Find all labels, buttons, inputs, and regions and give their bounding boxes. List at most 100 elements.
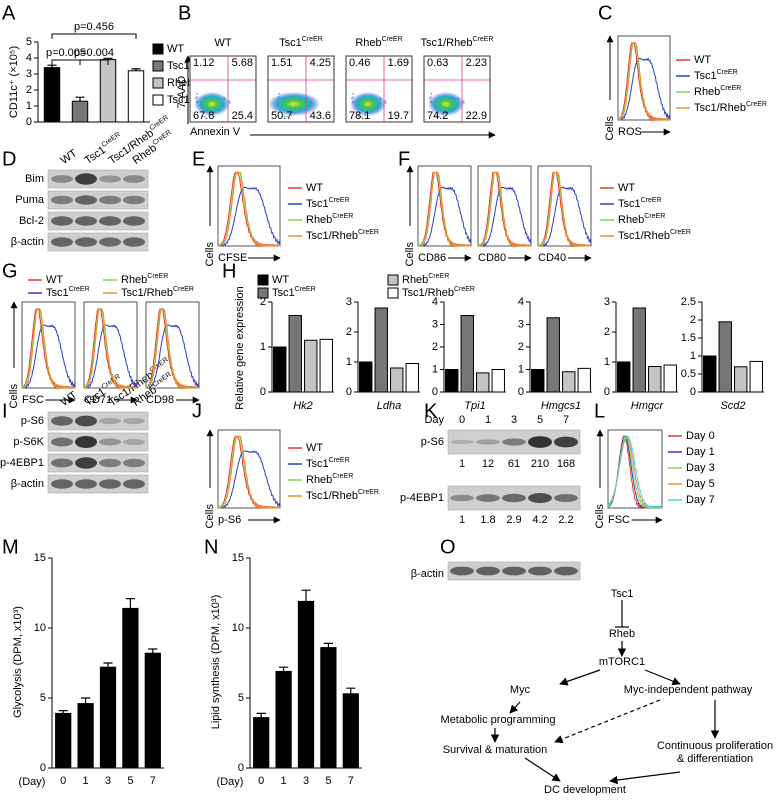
genotype-name: Tsc1/Rheb <box>121 287 173 299</box>
genotype-name: Rheb <box>618 214 644 226</box>
genotype-label: WT <box>306 182 323 194</box>
genotype-superscript: CreER <box>670 229 691 236</box>
genotype-label: RhebCreER <box>402 273 449 286</box>
blot-strip <box>47 474 149 494</box>
genotype-label: Tsc1/RhebCreER <box>306 229 379 242</box>
blot-row-label: p-S6 <box>421 436 444 448</box>
histogram-curve <box>21 308 76 390</box>
blot-band <box>502 566 526 576</box>
genotype-name: Tsc1 <box>46 287 69 299</box>
facs-dot <box>359 115 362 118</box>
y-tick-label: 1 <box>432 363 438 375</box>
bar <box>405 363 419 393</box>
error-bar <box>125 598 135 609</box>
bar <box>648 366 662 393</box>
blot-band <box>476 494 500 502</box>
y-tick-label: 2 <box>346 326 352 338</box>
pathway-node: Myc-independent pathway <box>624 684 753 696</box>
error-bar <box>131 68 141 71</box>
genotype-name: Tsc1 <box>272 287 295 299</box>
blot-row-label: p-S6 <box>21 415 44 427</box>
genotype-label: WT <box>167 43 184 55</box>
panel-label: L <box>594 400 605 422</box>
blot-band <box>123 438 145 446</box>
histogram-frame <box>21 301 76 389</box>
quadrant-percentage: 5.68 <box>232 57 253 69</box>
genotype-label: Tsc1CreER <box>46 286 90 299</box>
genotype-label: Tsc1CreER <box>306 197 350 210</box>
histogram-frame <box>537 165 592 247</box>
histogram-curve <box>217 186 281 248</box>
bar <box>617 361 631 393</box>
y-tick-label: 3 <box>346 296 352 308</box>
genotype-superscript: CreER <box>472 36 493 43</box>
quadrant-percentage: 67.8 <box>193 110 214 122</box>
legend-swatch <box>387 287 399 299</box>
genotype-superscript: CreER <box>382 36 403 43</box>
genotype-superscript: CreER <box>332 213 353 220</box>
histogram-curve <box>417 171 472 248</box>
genotype-label: WT <box>59 389 80 409</box>
bar <box>77 703 94 769</box>
y-tick-label: 10 <box>34 622 46 634</box>
genotype-label: Tsc1CreER <box>279 36 323 49</box>
blot-band <box>99 479 121 489</box>
quadrant-percentage: 74.2 <box>427 110 448 122</box>
genotype-label: RhebCreER <box>618 213 665 226</box>
y-tick-label: 2 <box>518 341 524 353</box>
blot-band <box>528 566 552 576</box>
y-axis-label: Glycolysis (DPM, x10³) <box>12 606 24 718</box>
pathway-arrows <box>490 600 720 785</box>
bar <box>99 666 117 769</box>
y-tick-label: 2 <box>26 84 32 96</box>
panel-label: F <box>398 148 410 170</box>
blot-band <box>75 237 97 247</box>
genotype-name: Rheb <box>694 86 720 98</box>
genotype-name: Tsc1/Rheb <box>421 37 473 49</box>
facs-dot <box>201 115 204 118</box>
bar <box>55 712 72 769</box>
blot-row-label: β-actin <box>11 478 44 490</box>
bar <box>122 607 139 769</box>
day-number: 7 <box>563 414 569 426</box>
x-tick-label: 0 <box>258 775 264 787</box>
bar <box>320 647 337 769</box>
quadrant-percentage: 1.69 <box>388 57 409 69</box>
facs-dot <box>196 92 199 95</box>
panel-label: K <box>424 400 438 422</box>
facs-density <box>428 92 464 116</box>
histogram-curve <box>217 171 281 248</box>
y-tick-label: 5 <box>26 36 32 48</box>
genotype-name: Tsc1 <box>167 60 190 72</box>
genotype-superscript: CreER <box>641 197 662 204</box>
blot-band <box>51 216 73 226</box>
bar <box>562 371 576 393</box>
error-bar <box>256 712 266 718</box>
legend-label: Day 0 <box>686 430 715 442</box>
x-axis-label: CFSE <box>218 252 247 264</box>
y-tick-label: 0 <box>238 762 244 774</box>
genotype-label: WT <box>618 182 635 194</box>
genotype-label: Tsc1/RhebCreER <box>306 489 379 502</box>
blot-band <box>123 417 145 425</box>
genotype-name: Tsc1 <box>306 458 329 470</box>
genotype-superscript: CreER <box>428 273 449 280</box>
x-axis-label: Annexin V <box>190 126 241 138</box>
bar <box>319 338 333 393</box>
error-bar <box>81 697 91 704</box>
blot-band <box>502 438 526 446</box>
y-axis-label: Lipid synthesis (DPM, x10³) <box>210 595 222 730</box>
y-tick-label: 1.5 <box>681 332 696 344</box>
error-bar <box>301 589 311 602</box>
band-quantification: 4.2 <box>532 514 547 526</box>
bar <box>546 317 560 393</box>
error-bar <box>148 648 158 654</box>
y-axis-label: Relative gene expression <box>234 286 246 410</box>
legend-swatch <box>257 287 269 299</box>
genotype-name: Tsc1 <box>306 198 329 210</box>
blot-band <box>51 237 73 247</box>
genotype-name: Rheb <box>355 37 381 49</box>
blot-row-label: p-4EBP1 <box>0 457 44 469</box>
x-axis-label: ROS <box>618 126 642 138</box>
facs-dot <box>352 92 355 95</box>
